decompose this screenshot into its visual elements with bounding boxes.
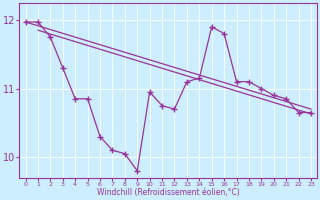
X-axis label: Windchill (Refroidissement éolien,°C): Windchill (Refroidissement éolien,°C) — [97, 188, 240, 197]
